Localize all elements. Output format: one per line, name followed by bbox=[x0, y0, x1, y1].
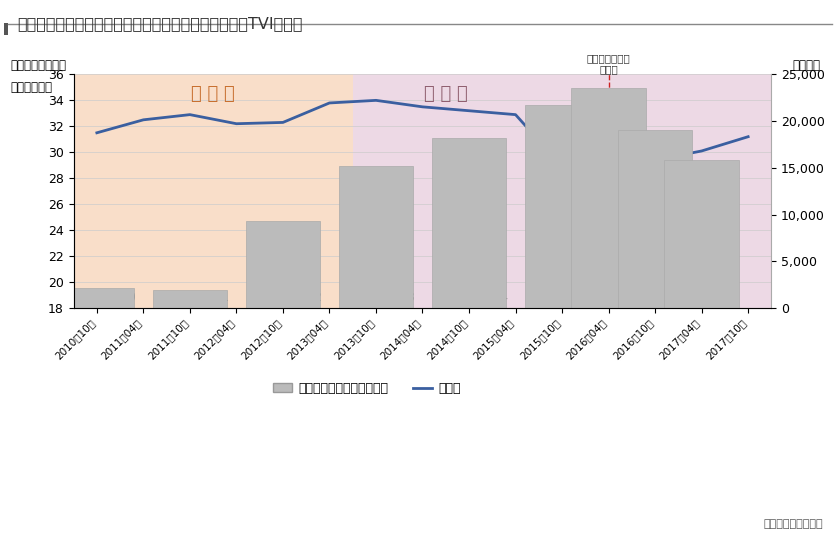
Text: 2014: 2014 bbox=[478, 291, 508, 304]
Text: ［当期純利益］
最高益: ［当期純利益］ 最高益 bbox=[586, 53, 631, 75]
Bar bbox=[246, 221, 320, 308]
Text: 2013: 2013 bbox=[386, 291, 415, 304]
Bar bbox=[664, 160, 739, 308]
Bar bbox=[525, 105, 599, 308]
Text: 2011: 2011 bbox=[199, 291, 229, 304]
Bar bbox=[60, 288, 134, 308]
Text: （億円）: （億円） bbox=[792, 59, 820, 72]
Text: 図　愛知県のアパート系（木造、軽量鉄骨造）空室率TVIの推移: 図 愛知県のアパート系（木造、軽量鉄骨造）空室率TVIの推移 bbox=[17, 16, 302, 31]
Bar bbox=[618, 131, 692, 308]
Text: 分析：株式会社タス: 分析：株式会社タス bbox=[764, 519, 823, 529]
Text: 2016: 2016 bbox=[664, 291, 695, 304]
Bar bbox=[153, 291, 227, 308]
Text: アパート系ＴＶＩ: アパート系ＴＶＩ bbox=[11, 59, 67, 72]
Text: 好 調 期: 好 調 期 bbox=[424, 85, 468, 103]
Bar bbox=[339, 166, 413, 308]
Text: （ポイント）: （ポイント） bbox=[11, 82, 53, 94]
Bar bbox=[571, 88, 646, 308]
Text: 回 復 期: 回 復 期 bbox=[192, 85, 235, 103]
Bar bbox=[432, 138, 507, 308]
Text: 2010: 2010 bbox=[106, 291, 136, 304]
Text: 2015: 2015 bbox=[571, 291, 601, 304]
Bar bbox=[538, 75, 771, 308]
Text: 2012: 2012 bbox=[292, 291, 322, 304]
Bar bbox=[353, 75, 538, 308]
Bar bbox=[74, 75, 353, 308]
Legend: トヨタ自動車　当期純利益, 愛知県: トヨタ自動車 当期純利益, 愛知県 bbox=[268, 377, 465, 400]
